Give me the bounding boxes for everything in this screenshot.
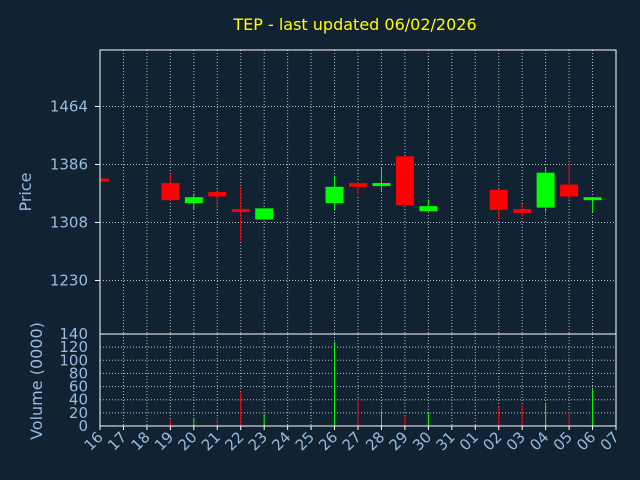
- candle-body: [395, 156, 414, 206]
- volume-tick-label: 100: [59, 351, 88, 369]
- x-axis: 1617181920212223242526272829303101020304…: [81, 426, 623, 454]
- candle-body: [349, 183, 367, 187]
- candle-body: [184, 197, 203, 204]
- candle-body: [255, 208, 274, 220]
- volume-tick-label: 40: [69, 391, 88, 409]
- candle-body: [536, 172, 555, 208]
- candle-body: [208, 192, 227, 197]
- candle-body: [100, 178, 109, 182]
- price-panel: 1230 1308 1386 1464: [50, 49, 617, 335]
- volume-axis-label: Volume (0000): [27, 322, 46, 440]
- candle-body: [325, 186, 344, 204]
- volume-tick-label: 120: [59, 338, 88, 356]
- volume-tick-label: 0: [78, 417, 88, 435]
- candle-body: [372, 183, 391, 187]
- candle-body: [419, 206, 438, 212]
- volume-tick-label: 80: [69, 364, 88, 382]
- candle-body: [560, 184, 579, 197]
- candle-body: [161, 183, 180, 201]
- price-axis-label: Price: [16, 172, 35, 211]
- price-tick-label: 1464: [50, 98, 88, 116]
- candle-body: [513, 209, 532, 213]
- volume-tick-label: 20: [69, 404, 88, 422]
- x-axis-label: Day: [333, 458, 363, 476]
- price-tick-label: 1308: [50, 213, 88, 231]
- candle-body: [489, 189, 508, 210]
- candle-body: [583, 197, 602, 201]
- candle-body: [231, 209, 250, 213]
- volume-tick-label: 140: [59, 325, 88, 343]
- price-tick-label: 1230: [50, 271, 88, 289]
- volume-tick-label: 60: [69, 378, 88, 396]
- chart-title: TEP - last updated 06/02/2026: [232, 15, 476, 34]
- price-tick-label: 1386: [50, 155, 88, 173]
